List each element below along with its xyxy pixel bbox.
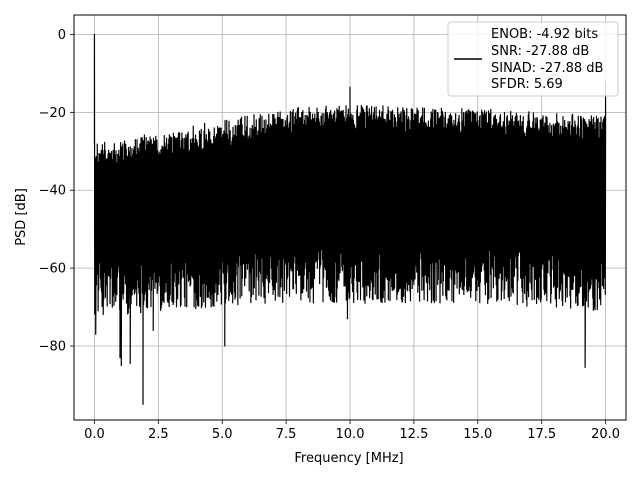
y-tick-label: −60 (39, 262, 66, 277)
x-tick-label: 2.5 (148, 427, 169, 442)
x-tick-label: 17.5 (527, 427, 556, 442)
legend-entry-enob: ENOB: -4.92 bits (491, 27, 598, 42)
x-tick-label: 20.0 (591, 427, 620, 442)
legend-box (447, 21, 619, 97)
y-tick-label: −40 (39, 184, 66, 199)
x-tick-label: 15.0 (463, 427, 492, 442)
x-tick-label: 12.5 (399, 427, 428, 442)
y-tick-label: −80 (39, 340, 66, 355)
psd-series (93, 33, 607, 406)
y-axis-label: PSD [dB] (14, 188, 29, 246)
y-tick-label: 0 (58, 28, 66, 43)
axis-ticks: 0.0 2.5 5.0 7.5 10.0 12.5 15.0 17.5 20.0 0 −20 −40 −… (39, 28, 620, 442)
x-tick-label: 5.0 (212, 427, 233, 442)
legend-entry-sfdr: SFDR: 5.69 (491, 77, 563, 92)
psd-trace (93, 33, 607, 406)
x-tick-label: 10.0 (336, 427, 365, 442)
x-axis-label: Frequency [MHz] (294, 451, 403, 466)
legend-entry-sinad: SINAD: -27.88 dB (491, 61, 603, 76)
x-tick-label: 0.0 (84, 427, 105, 442)
x-tick-label: 7.5 (276, 427, 297, 442)
legend: ENOB: -4.92 bits SNR: -27.88 dB SINAD: -… (447, 21, 619, 97)
y-tick-label: −20 (39, 106, 66, 121)
legend-entry-snr: SNR: -27.88 dB (491, 44, 589, 59)
